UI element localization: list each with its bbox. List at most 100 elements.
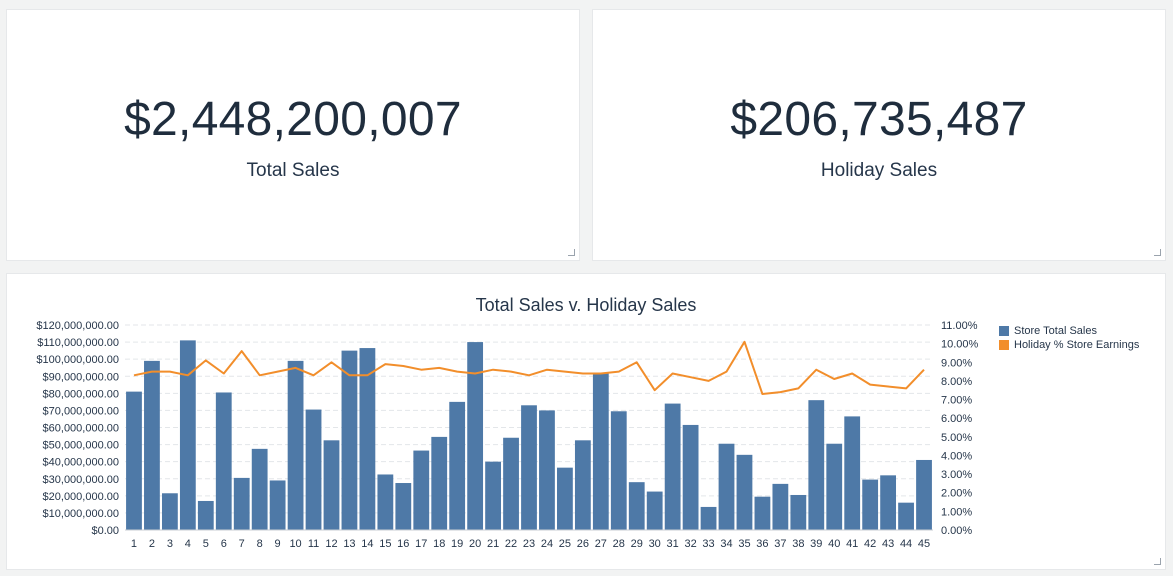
y-axis-tick-label: $40,000,000.00 bbox=[43, 457, 119, 469]
bar bbox=[844, 416, 861, 530]
bar bbox=[521, 405, 537, 530]
bar bbox=[646, 491, 663, 530]
bar bbox=[179, 340, 196, 530]
y2-axis-tick-label: 5.00% bbox=[941, 432, 972, 444]
x-axis-tick-label: 26 bbox=[577, 538, 589, 550]
y-axis-tick-label: $100,000,000.00 bbox=[36, 354, 119, 366]
holiday-sales-card: $206,735,487 Holiday Sales bbox=[592, 9, 1166, 261]
bar bbox=[916, 459, 932, 530]
y2-axis-tick-label: 8.00% bbox=[941, 376, 972, 388]
x-axis-tick-label: 41 bbox=[846, 538, 858, 550]
y-axis-tick-label: $60,000,000.00 bbox=[43, 423, 119, 435]
bar bbox=[718, 443, 735, 530]
y2-axis-tick-label: 9.00% bbox=[941, 357, 972, 369]
legend-item-store-total-sales[interactable]: Store Total Sales bbox=[999, 324, 1139, 338]
bar bbox=[682, 424, 699, 530]
legend-label: Store Total Sales bbox=[1014, 325, 1097, 337]
bar bbox=[449, 401, 466, 530]
legend-swatch-bar bbox=[999, 326, 1009, 336]
bar bbox=[126, 391, 142, 530]
holiday-sales-label: Holiday Sales bbox=[820, 160, 938, 181]
holiday-sales-value: $206,735,487 bbox=[730, 93, 1028, 146]
y-axis-tick-label: $110,000,000.00 bbox=[37, 337, 119, 349]
x-axis-tick-label: 10 bbox=[289, 538, 301, 550]
bar bbox=[485, 461, 501, 530]
bar bbox=[862, 479, 879, 530]
x-axis-tick-label: 16 bbox=[397, 538, 409, 550]
x-axis-tick-label: 33 bbox=[702, 538, 714, 550]
sales-chart: Total Sales v. Holiday Sales $0.00 $10,00… bbox=[36, 295, 979, 550]
bar bbox=[377, 474, 394, 530]
holiday-percent-line bbox=[133, 340, 925, 395]
y-axis-tick-label: $20,000,000.00 bbox=[43, 491, 119, 503]
x-axis-tick-label: 1 bbox=[131, 538, 137, 550]
x-axis-tick-label: 30 bbox=[649, 538, 661, 550]
bar bbox=[305, 409, 322, 530]
bar bbox=[736, 454, 753, 530]
x-axis-tick-label: 12 bbox=[325, 538, 337, 550]
bar-series bbox=[126, 340, 932, 530]
y2-axis-tick-label: 0.00% bbox=[941, 525, 972, 537]
legend-swatch-line bbox=[999, 340, 1009, 350]
chart-legend: Store Total Sales Holiday % Store Earnin… bbox=[999, 324, 1139, 352]
x-axis-tick-label: 9 bbox=[275, 538, 281, 550]
y-axis-tick-label: $10,000,000.00 bbox=[43, 508, 119, 520]
bar bbox=[557, 467, 573, 530]
y2-axis-tick-label: 11.00% bbox=[941, 320, 978, 332]
chart-title: Total Sales v. Holiday Sales bbox=[476, 295, 697, 315]
bar bbox=[790, 494, 807, 530]
x-axis-tick-label: 7 bbox=[239, 538, 245, 550]
y-axis-tick-label: $80,000,000.00 bbox=[43, 388, 119, 400]
x-axis-tick-label: 32 bbox=[684, 538, 696, 550]
legend-label: Holiday % Store Earnings bbox=[1014, 339, 1140, 351]
resize-handle-icon[interactable] bbox=[568, 249, 575, 256]
total-sales-label: Total Sales bbox=[246, 160, 340, 181]
x-axis-tick-label: 45 bbox=[918, 538, 930, 550]
bar bbox=[700, 506, 717, 530]
bar bbox=[539, 410, 555, 530]
x-axis-tick-label: 6 bbox=[221, 538, 227, 550]
y2-axis-tick-label: 7.00% bbox=[941, 395, 972, 407]
bar bbox=[251, 448, 268, 530]
bar bbox=[808, 400, 825, 530]
bar bbox=[323, 440, 340, 530]
x-axis-tick-label: 29 bbox=[631, 538, 643, 550]
x-axis-tick-label: 35 bbox=[738, 538, 750, 550]
bar bbox=[826, 443, 843, 530]
y-axis-tick-label: $120,000,000.00 bbox=[36, 320, 119, 332]
x-axis-tick-label: 18 bbox=[433, 538, 445, 550]
bar bbox=[898, 502, 914, 530]
x-axis-tick-label: 4 bbox=[185, 538, 191, 550]
x-axis-tick-label: 22 bbox=[505, 538, 517, 550]
bar bbox=[664, 403, 681, 530]
x-axis-tick-label: 19 bbox=[451, 538, 463, 550]
bar bbox=[880, 475, 897, 530]
y-axis-tick-label: $30,000,000.00 bbox=[43, 474, 119, 486]
bar bbox=[341, 350, 358, 530]
bar bbox=[233, 477, 250, 530]
x-axis-tick-label: 31 bbox=[667, 538, 679, 550]
bar bbox=[503, 437, 519, 530]
bar bbox=[431, 436, 448, 530]
sales-chart-card: Total Sales v. Holiday Sales $0.00 $10,00… bbox=[6, 273, 1166, 570]
x-axis-tick-label: 3 bbox=[167, 538, 173, 550]
bar bbox=[215, 392, 232, 530]
x-axis-tick-label: 17 bbox=[415, 538, 427, 550]
bar bbox=[359, 348, 376, 530]
bar bbox=[772, 483, 789, 530]
resize-handle-icon[interactable] bbox=[1154, 249, 1161, 256]
x-axis-tick-label: 5 bbox=[203, 538, 209, 550]
bar bbox=[628, 482, 645, 530]
bar bbox=[467, 342, 484, 530]
total-sales-value: $2,448,200,007 bbox=[124, 93, 462, 146]
bar bbox=[161, 493, 178, 530]
line-series bbox=[133, 340, 925, 395]
x-axis-tick-label: 14 bbox=[361, 538, 373, 550]
y2-axis-tick-label: 10.00% bbox=[941, 339, 979, 351]
resize-handle-icon[interactable] bbox=[1154, 558, 1161, 565]
x-axis-tick-label: 15 bbox=[379, 538, 391, 550]
bar bbox=[269, 480, 286, 530]
x-axis-tick-label: 24 bbox=[541, 538, 553, 550]
bar bbox=[574, 440, 591, 530]
legend-item-holiday-percent[interactable]: Holiday % Store Earnings bbox=[999, 338, 1139, 352]
